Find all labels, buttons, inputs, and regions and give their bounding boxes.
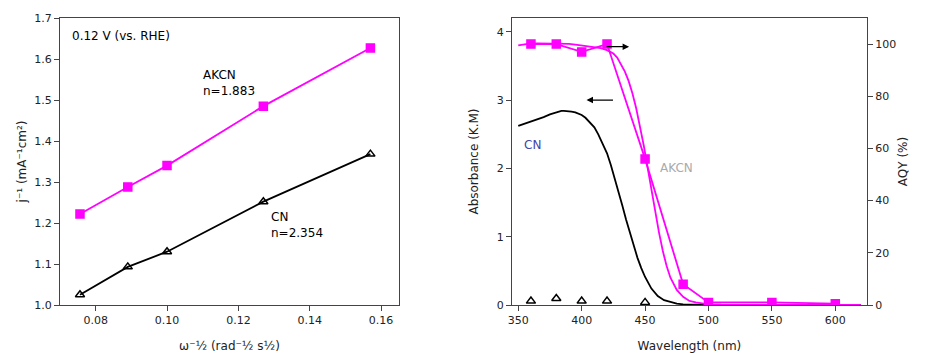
svg-text:3: 3 [497,94,504,107]
svg-text:0.12 V (vs. RHE): 0.12 V (vs. RHE) [72,29,170,43]
svg-text:20: 20 [875,247,889,260]
svg-text:450: 450 [635,314,656,327]
svg-text:2: 2 [497,162,504,175]
svg-text:1.1: 1.1 [34,258,52,271]
svg-text:0.16: 0.16 [369,314,394,327]
svg-text:1: 1 [497,231,504,244]
svg-text:0.08: 0.08 [83,314,108,327]
svg-text:Absorbance (K.M): Absorbance (K.M) [467,108,481,214]
svg-text:550: 550 [761,314,782,327]
svg-text:ω⁻½ (rad⁻½ s½): ω⁻½ (rad⁻½ s½) [179,339,280,353]
svg-text:CNn=2.354: CNn=2.354 [271,210,323,240]
svg-text:1.3: 1.3 [34,176,52,189]
svg-text:0: 0 [497,299,504,312]
svg-text:AKCNn=1.883: AKCNn=1.883 [203,68,255,98]
svg-text:600: 600 [825,314,846,327]
svg-text:1.0: 1.0 [34,299,52,312]
svg-text:1.7: 1.7 [34,12,52,25]
svg-text:AQY (%): AQY (%) [896,137,910,186]
svg-text:80: 80 [875,90,889,103]
svg-text:40: 40 [875,194,889,207]
svg-text:j⁻¹ (mA⁻¹cm²): j⁻¹ (mA⁻¹cm²) [15,121,29,204]
svg-text:Wavelength (nm): Wavelength (nm) [638,339,742,353]
svg-text:1.2: 1.2 [34,217,52,230]
svg-text:1.6: 1.6 [34,53,52,66]
svg-text:1.5: 1.5 [34,94,52,107]
svg-text:100: 100 [875,38,896,51]
svg-text:CN: CN [524,138,541,152]
svg-text:500: 500 [698,314,719,327]
svg-text:400: 400 [571,314,592,327]
svg-text:60: 60 [875,142,889,155]
svg-text:1.4: 1.4 [34,135,52,148]
svg-text:0.10: 0.10 [155,314,180,327]
svg-text:4: 4 [497,26,504,39]
svg-text:0: 0 [875,299,882,312]
svg-text:AKCN: AKCN [660,161,693,175]
svg-text:350: 350 [508,314,529,327]
svg-text:0.14: 0.14 [298,314,323,327]
svg-text:0.12: 0.12 [226,314,251,327]
